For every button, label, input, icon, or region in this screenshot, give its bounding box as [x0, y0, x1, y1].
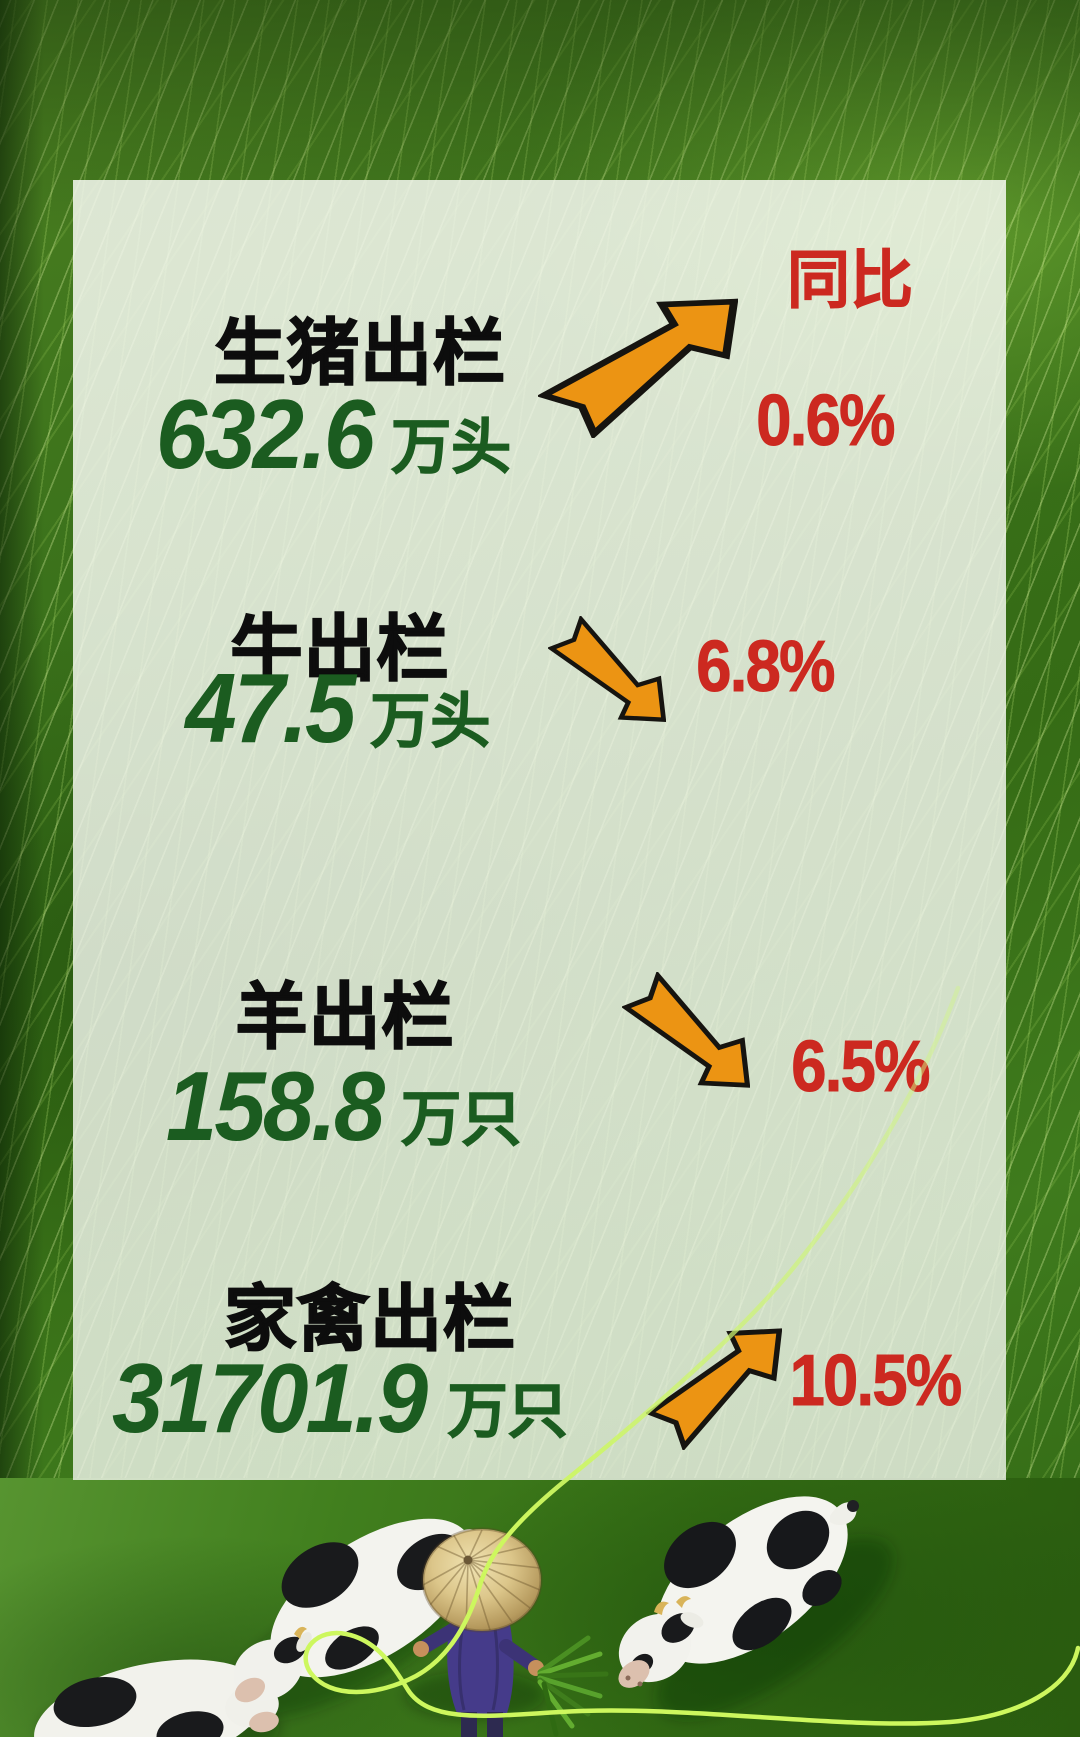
livestock-value: 158.8	[165, 1051, 385, 1161]
livestock-label-pigs: 生猪出栏	[213, 313, 506, 395]
livestock-unit: 万头	[391, 414, 512, 482]
livestock-unit: 万只	[447, 1378, 568, 1446]
yoy-value-sheep: 6.5%	[791, 1027, 931, 1108]
grass-background-left-shade	[0, 0, 44, 1737]
livestock-number-sheep: 158.8 万只	[95, 1050, 585, 1163]
livestock-label-cattle: 牛出栏	[230, 609, 450, 691]
livestock-number-poultry: 31701.9 万只	[60, 1342, 610, 1455]
yoy-value-pigs: 0.6%	[756, 381, 896, 462]
livestock-unit: 万只	[401, 1086, 522, 1154]
yoy-header-label: 同比	[787, 246, 914, 317]
livestock-number-cattle: 47.5 万头	[95, 652, 575, 765]
livestock-value: 632.6	[155, 379, 375, 489]
yoy-value-cattle: 6.8%	[696, 627, 836, 708]
livestock-value: 31701.9	[112, 1343, 428, 1453]
yoy-up-arrow-icon	[538, 296, 738, 438]
livestock-label-sheep: 羊出栏	[235, 977, 455, 1059]
yoy-down-arrow-icon	[548, 616, 666, 724]
livestock-unit: 万头	[370, 688, 491, 756]
yoy-value-poultry: 10.5%	[789, 1341, 962, 1422]
yoy-up-arrow-icon	[646, 1326, 782, 1450]
livestock-value: 47.5	[184, 653, 356, 763]
yoy-down-arrow-icon	[622, 972, 750, 1090]
livestock-number-pigs: 632.6 万头	[85, 378, 575, 491]
